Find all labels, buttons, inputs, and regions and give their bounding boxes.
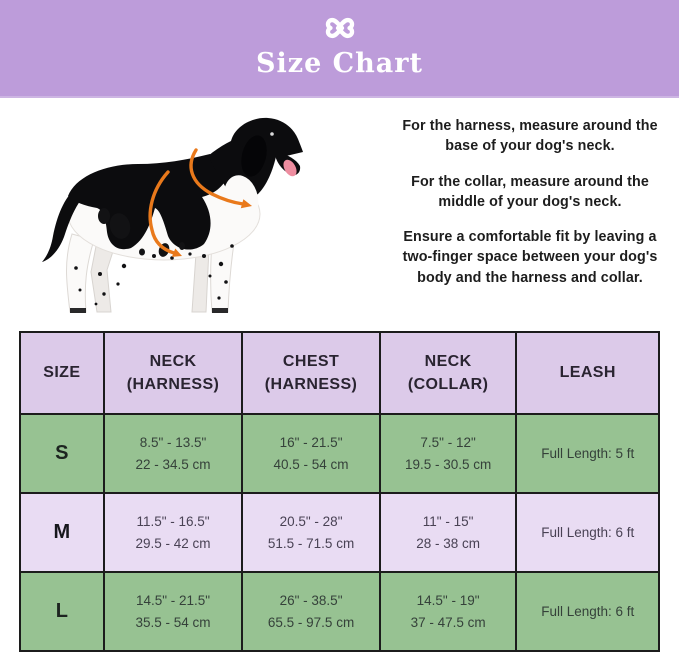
measurement-instructions: For the harness, measure around the base…: [392, 116, 668, 303]
instruction-harness: For the harness, measure around the base…: [402, 118, 658, 155]
table-row-size-l: L 14.5" - 21.5" 35.5 - 54 cm 26" - 38.5"…: [19, 571, 660, 652]
column-header-size: SIZE: [19, 331, 105, 415]
column-header-leash: LEASH: [515, 331, 660, 415]
cell-neck-harness: 8.5" - 13.5" 22 - 34.5 cm: [102, 413, 244, 494]
dog-measurement-image: [14, 98, 386, 334]
header-banner: Size Chart: [0, 0, 679, 98]
cell-neck-collar: 7.5" - 12" 19.5 - 30.5 cm: [378, 413, 518, 494]
size-label: S: [19, 413, 105, 494]
instruction-fit: Ensure a comfortable fit by leaving a tw…: [402, 229, 658, 286]
instruction-collar: For the collar, measure around the middl…: [411, 173, 649, 210]
cell-chest-harness: 20.5" - 28" 51.5 - 71.5 cm: [241, 492, 381, 573]
cell-leash: Full Length: 5 ft: [515, 413, 660, 494]
table-row-size-m: M 11.5" - 16.5" 29.5 - 42 cm 20.5" - 28"…: [19, 492, 660, 573]
double-heart-infinity-icon: [325, 17, 354, 39]
table-row-size-s: S 8.5" - 13.5" 22 - 34.5 cm 16" - 21.5" …: [19, 413, 660, 494]
column-header-chest-harness: CHEST (HARNESS): [241, 331, 381, 415]
cell-neck-collar: 11" - 15" 28 - 38 cm: [378, 492, 518, 573]
cell-neck-collar: 14.5" - 19" 37 - 47.5 cm: [378, 571, 518, 652]
cell-leash: Full Length: 6 ft: [515, 571, 660, 652]
page-title: Size Chart: [256, 48, 423, 79]
cell-chest-harness: 26" - 38.5" 65.5 - 97.5 cm: [241, 571, 381, 652]
cell-chest-harness: 16" - 21.5" 40.5 - 54 cm: [241, 413, 381, 494]
cell-neck-harness: 11.5" - 16.5" 29.5 - 42 cm: [102, 492, 244, 573]
cell-leash: Full Length: 6 ft: [515, 492, 660, 573]
column-header-neck-collar: NECK (COLLAR): [378, 331, 518, 415]
size-label: M: [19, 492, 105, 573]
size-label: L: [19, 571, 105, 652]
cell-neck-harness: 14.5" - 21.5" 35.5 - 54 cm: [102, 571, 244, 652]
column-header-neck-harness: NECK (HARNESS): [102, 331, 244, 415]
table-header-row: SIZE NECK (HARNESS) CHEST (HARNESS) NECK…: [19, 331, 660, 415]
size-chart-table: SIZE NECK (HARNESS) CHEST (HARNESS) NECK…: [19, 331, 660, 652]
